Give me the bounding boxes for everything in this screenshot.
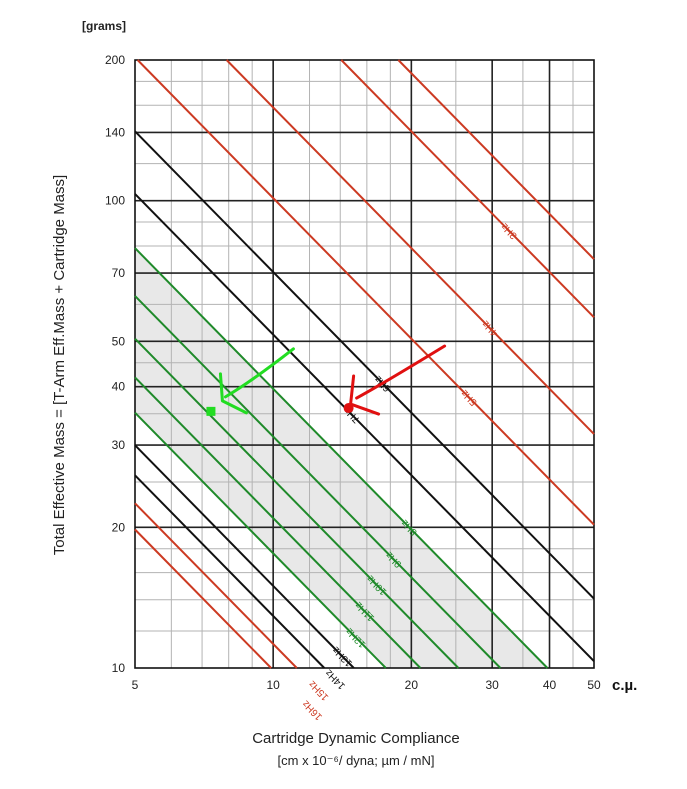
line-unlabeled [397,59,595,260]
x-tick-label: 40 [543,678,557,692]
line-8hz [134,247,549,669]
line-10hz [134,337,460,669]
y-tick-label: 140 [105,125,125,139]
x-tick-label: 30 [485,678,499,692]
x-unit-short-label: c.µ. [612,677,637,694]
green-arrow-head [218,372,248,415]
y-tick-label: 40 [112,380,126,394]
frequency-lines-layer [134,59,595,669]
line-7hz [134,193,595,662]
line-13hz [134,444,355,669]
annotation-layer [206,344,447,416]
x-axis-title: Cartridge Dynamic Compliance [252,730,460,747]
x-axis-units: [cm x 10⁻⁶/ dyna; µm / mN] [278,753,435,768]
plot-frame [134,59,595,669]
line-5hz [136,59,595,526]
red-arrow-shaft [355,344,447,400]
y-tick-label: 100 [105,194,125,208]
line-12hz [134,411,387,669]
red-marker-dot [343,403,354,414]
line-14hz [134,474,326,669]
y-tick-label: 50 [112,334,126,348]
grid-layer [134,59,595,669]
x-tick-label: 20 [405,678,419,692]
y-tick-label: 70 [112,266,126,280]
label-14hz: 14Hz [324,667,348,691]
line-11hz [134,376,422,669]
line-16hz [134,528,272,669]
x-tick-label: 10 [266,678,280,692]
x-tick-label: 5 [132,678,139,692]
y-tick-label: 30 [112,438,126,452]
y-axis-title: Total Effective Mass = [T-Arm Eff.Mass +… [51,175,68,555]
line-3hz [340,59,595,319]
line-4hz [225,59,595,435]
y-tick-label: 200 [105,53,125,67]
y-unit-label: [grams] [82,19,126,33]
green-marker-square [206,406,216,416]
green-arrow-shaft [223,347,295,399]
x-tick-label: 50 [587,678,601,692]
tick-labels-layer: 5 10 20 30 40 50 10 20 30 40 50 70 100 140 200 [105,53,601,692]
line-15hz [134,502,298,669]
label-15hz: 15Hz [307,678,331,702]
line-6hz [134,130,595,600]
line-9hz [134,295,502,669]
y-tick-label: 10 [112,661,126,675]
y-tick-label: 20 [112,520,126,534]
